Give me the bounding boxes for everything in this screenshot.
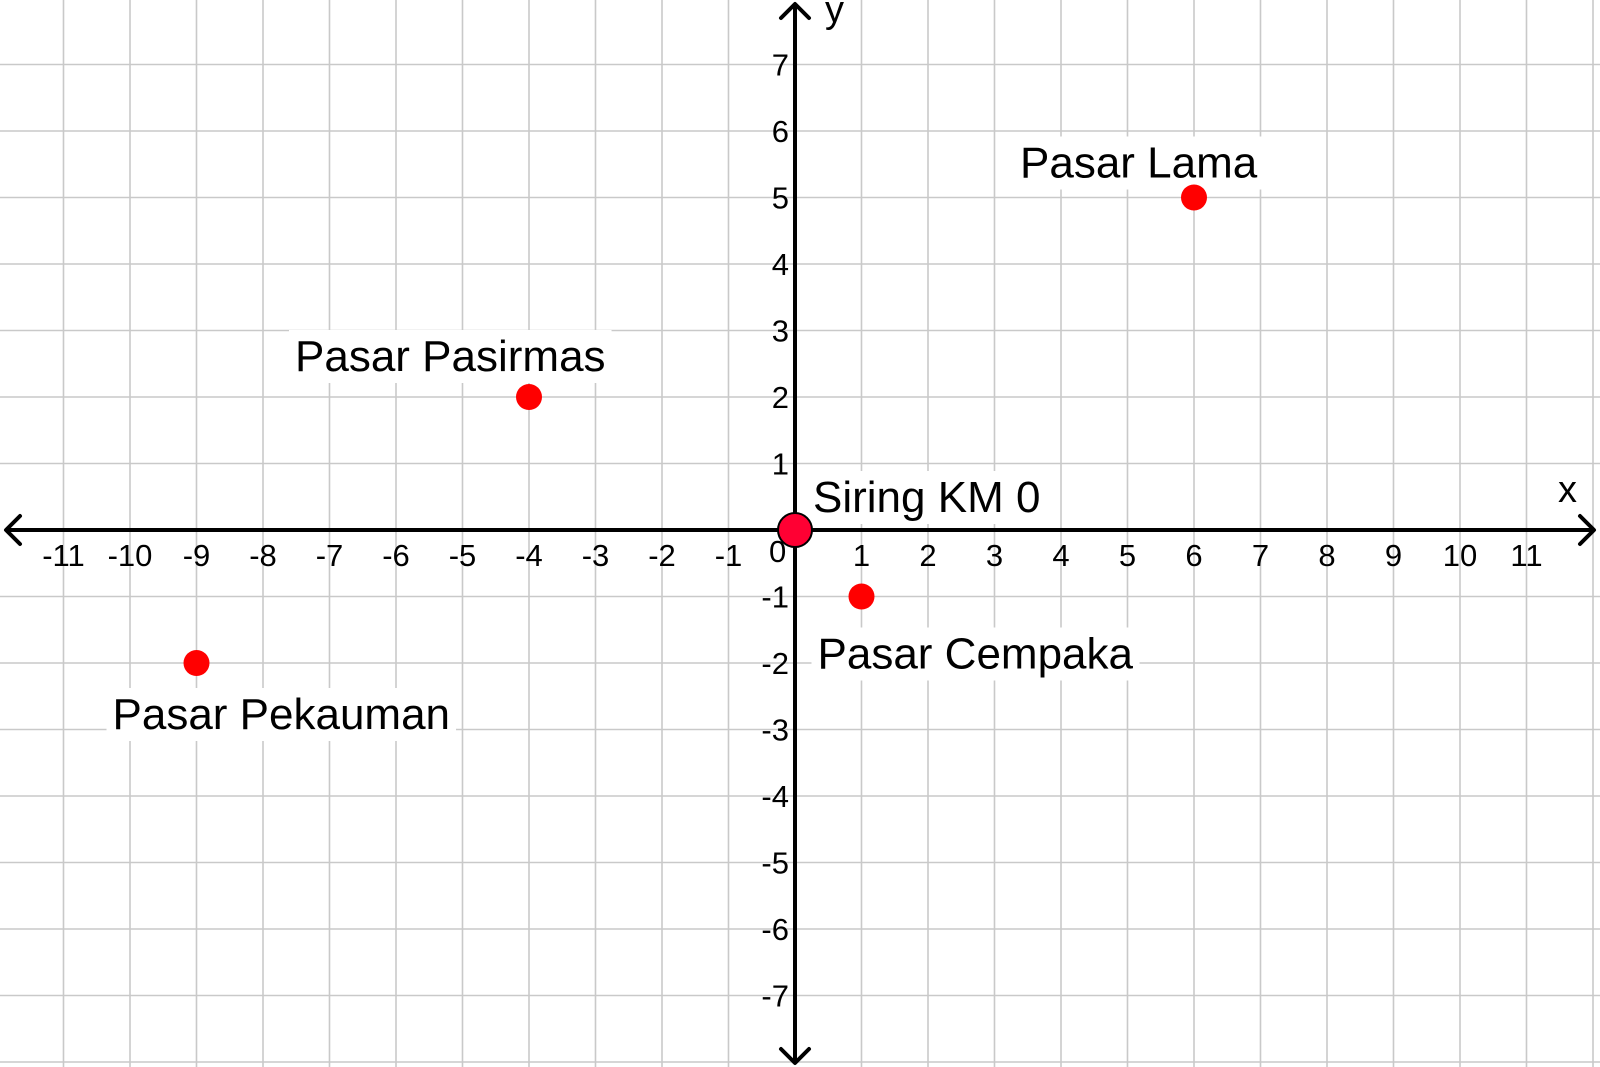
origin-point (777, 512, 813, 548)
x-tick-label: 7 (1252, 538, 1269, 573)
point-label: Pasar Pekauman (113, 690, 451, 739)
x-tick-label: -7 (316, 538, 344, 573)
x-tick-label: -5 (449, 538, 477, 573)
y-tick-label: -1 (761, 580, 789, 615)
data-point (1181, 184, 1207, 211)
y-tick-label: -2 (761, 646, 789, 681)
y-tick-label: -7 (761, 979, 789, 1014)
x-axis-arrow-right (1578, 514, 1596, 546)
x-tick-label: 3 (986, 538, 1003, 573)
origin-tick-label: 0 (769, 534, 786, 569)
x-tick-label: -8 (249, 538, 277, 573)
y-tick-label: -3 (761, 713, 789, 748)
x-axis-arrow-left (4, 514, 22, 546)
data-points: Siring KM 0 Pasar Lama Pasar Pasirmas Pasar… (106, 136, 1264, 741)
point-label: Pasar Pasirmas (295, 332, 606, 381)
x-tick-label: 5 (1119, 538, 1136, 573)
point-label: Pasar Lama (1020, 139, 1258, 188)
data-point (183, 650, 210, 676)
x-tick-label: -2 (648, 538, 676, 573)
x-tick-label: -1 (715, 538, 743, 573)
x-tick-label: -10 (108, 538, 153, 573)
y-tick-label: 7 (772, 48, 789, 83)
y-tick-label: -6 (761, 912, 789, 947)
x-tick-label: 9 (1385, 538, 1402, 573)
x-tick-label: -6 (382, 538, 410, 573)
point-label-background (106, 688, 457, 741)
y-tick-label: 5 (772, 181, 789, 216)
x-tick-label: 8 (1318, 538, 1335, 573)
y-tick-label: -5 (761, 846, 789, 881)
x-tick-label: -4 (515, 538, 543, 573)
point-label-background (289, 330, 612, 383)
x-tick-label: 10 (1443, 538, 1477, 573)
x-axis-label: x (1558, 469, 1577, 511)
x-tick-label: -3 (582, 538, 610, 573)
x-tick-label: 4 (1052, 538, 1069, 573)
point-label-background (811, 627, 1140, 681)
point-label: Pasar Cempaka (818, 630, 1134, 679)
x-tick-label: 11 (1510, 538, 1542, 573)
y-tick-label: 3 (772, 314, 789, 349)
x-tick-label: 2 (919, 538, 936, 573)
y-axis-label: y (825, 0, 844, 31)
x-tick-label: -9 (183, 538, 211, 573)
y-tick-label: -4 (761, 779, 789, 814)
y-axis-arrow-down (779, 1047, 811, 1065)
y-axis-arrow-up (779, 2, 811, 20)
x-tick-label: 1 (853, 538, 870, 573)
y-tick-label: 1 (772, 447, 789, 482)
x-tick-label: -11 (42, 538, 85, 573)
y-tick-label: 2 (772, 380, 789, 415)
data-point (848, 583, 875, 610)
y-tick-label: 6 (772, 114, 789, 149)
point-label: Siring KM 0 (813, 473, 1040, 522)
data-point (516, 384, 542, 410)
tick-labels: -11 -10 -9 -8 -7 -6 -5 -4 -3 -2 -1 1 2 3 4 5 6 7 8 9 10 11-7-… (42, 48, 1542, 1014)
y-tick-label: 4 (772, 247, 789, 282)
point-label-background (807, 471, 1047, 524)
x-tick-label: 6 (1185, 538, 1202, 573)
point-label-background (1014, 136, 1264, 190)
